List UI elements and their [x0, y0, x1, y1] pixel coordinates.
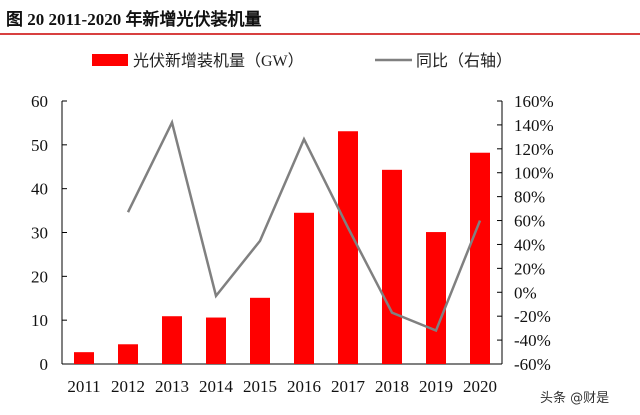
left-tick-label: 50: [31, 136, 48, 155]
left-tick-label: 40: [31, 180, 48, 199]
right-tick-label: 100%: [514, 164, 554, 183]
right-tick-label: 40%: [514, 235, 545, 254]
chart-title: 图 20 2011-2020 年新增光伏装机量: [6, 9, 261, 29]
x-tick-label: 2014: [199, 377, 234, 396]
left-tick-label: 0: [40, 355, 49, 374]
legend-line-label: 同比（右轴）: [416, 52, 512, 70]
bar-2017: [338, 131, 358, 364]
x-tick-label: 2012: [111, 377, 145, 396]
bar-2013: [162, 316, 182, 364]
bar-2011: [74, 352, 94, 364]
x-tick-label: 2013: [155, 377, 189, 396]
x-tick-label: 2018: [375, 377, 409, 396]
bar-2015: [250, 297, 270, 364]
bar-2016: [294, 212, 314, 364]
right-tick-label: 140%: [514, 116, 554, 135]
bar-2014: [206, 317, 226, 364]
x-tick-label: 2019: [419, 377, 453, 396]
right-tick-label: 120%: [514, 140, 554, 159]
x-tick-label: 2015: [243, 377, 277, 396]
x-tick-label: 2016: [287, 377, 321, 396]
watermark: 头条 @财是: [540, 390, 609, 406]
left-tick-label: 20: [31, 267, 48, 286]
right-tick-label: -40%: [514, 331, 551, 350]
bar-2020: [470, 152, 490, 364]
bar-2019: [426, 232, 446, 364]
x-tick-label: 2017: [331, 377, 366, 396]
right-tick-label: -20%: [514, 307, 551, 326]
right-tick-label: 0%: [514, 283, 537, 302]
left-tick-label: 10: [31, 311, 48, 330]
right-tick-label: 160%: [514, 92, 554, 111]
left-tick-label: 30: [31, 224, 48, 243]
right-tick-label: 60%: [514, 212, 545, 231]
bar-2012: [118, 344, 138, 364]
legend-bar-swatch: [92, 54, 128, 66]
right-tick-label: 80%: [514, 188, 545, 207]
x-tick-label: 2011: [67, 377, 100, 396]
left-tick-label: 60: [31, 92, 48, 111]
x-tick-label: 2020: [463, 377, 497, 396]
bar-2018: [382, 169, 402, 364]
legend-bar-label: 光伏新增装机量（GW）: [133, 52, 304, 70]
right-tick-label: -60%: [514, 355, 551, 374]
right-tick-label: 20%: [514, 259, 545, 278]
